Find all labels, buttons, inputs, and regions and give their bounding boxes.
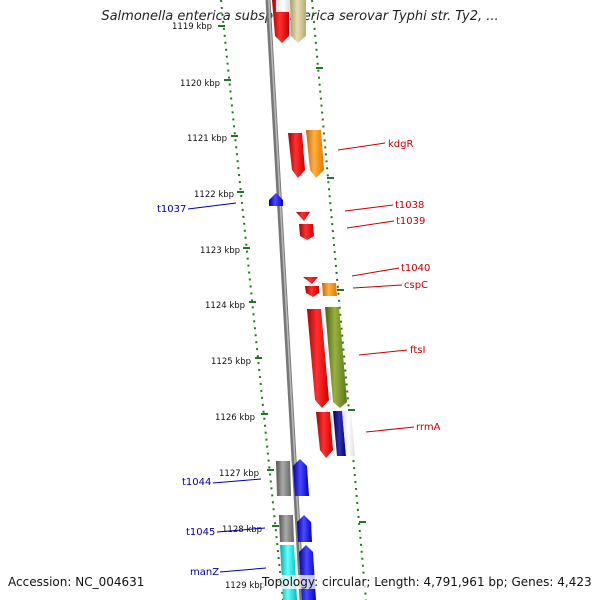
gene-arrow-rrmA[interactable] — [316, 412, 333, 458]
gene-arrow-manZ[interactable] — [280, 545, 297, 600]
gene-label-kdgR[interactable]: kdgR — [388, 139, 413, 150]
gene-arrow[interactable] — [276, 461, 291, 496]
gene-arrow-t1037[interactable] — [269, 193, 283, 206]
tick-label-1129: 1129 kbp — [225, 581, 265, 591]
genome-stats-label: Topology: circular; Length: 4,791,961 bp… — [262, 575, 592, 589]
gene-arrow-cspC[interactable] — [322, 283, 337, 296]
gene-arrow-t1040[interactable] — [303, 277, 318, 284]
gene-label-t1040[interactable]: t1040 — [401, 263, 430, 274]
leader-ftsI — [358, 349, 408, 356]
genome-backbone-highlight — [268, 0, 304, 600]
gene-arrow-t1039[interactable] — [299, 224, 314, 240]
leader-t1040 — [351, 267, 400, 277]
gene-label-t1045[interactable]: t1045 — [186, 527, 215, 538]
gene-arrow[interactable] — [279, 515, 294, 542]
tick-label-1125: 1125 kbp — [211, 357, 251, 367]
gene-arrow[interactable] — [305, 286, 319, 297]
leader-rrmA — [365, 426, 415, 433]
inner-tick-track — [220, 0, 284, 600]
leader-t1044 — [212, 478, 262, 484]
gene-arrow-t1038[interactable] — [296, 212, 310, 221]
leader-t1045 — [216, 527, 266, 533]
gene-arrow[interactable] — [276, 0, 290, 12]
gene-label-t1038[interactable]: t1038 — [395, 200, 424, 211]
gene-label-t1037[interactable]: t1037 — [157, 204, 186, 215]
tick-label-1120: 1120 kbp — [180, 79, 220, 89]
gene-arrow-ftsI[interactable] — [307, 309, 329, 408]
leader-t1039 — [346, 220, 395, 229]
label-leader-lines — [187, 142, 415, 573]
outer-tick-track — [311, 0, 367, 600]
gene-arrow-t1045[interactable] — [297, 515, 312, 542]
gene-label-t1039[interactable]: t1039 — [396, 216, 425, 227]
tick-label-1122: 1122 kbp — [194, 190, 234, 200]
tick-label-1121: 1121 kbp — [187, 134, 227, 144]
gene-arrow[interactable] — [299, 545, 316, 600]
gene-arrow-kdgR[interactable] — [288, 133, 305, 178]
forward-strand-genes — [272, 0, 355, 458]
gene-label-t1044[interactable]: t1044 — [182, 477, 211, 488]
gene-arrow[interactable] — [342, 411, 355, 456]
scale-ticks — [218, 25, 366, 583]
gene-label-ftsI[interactable]: ftsI — [410, 345, 425, 356]
genome-backbone — [265, 0, 305, 600]
gene-arrow[interactable] — [333, 411, 346, 456]
gene-arrow-t1044[interactable] — [293, 459, 309, 496]
leader-t1037 — [187, 202, 237, 210]
gene-arrow[interactable] — [325, 307, 347, 408]
accession-label: Accession: NC_004631 — [8, 575, 145, 589]
gene-label-cspC[interactable]: cspC — [404, 280, 428, 291]
tick-label-1124: 1124 kbp — [205, 301, 245, 311]
leader-manZ — [219, 567, 267, 573]
tick-label-1123: 1123 kbp — [200, 246, 240, 256]
gene-arrow[interactable] — [306, 130, 324, 178]
leader-t1038 — [344, 204, 394, 212]
gene-label-rrmA[interactable]: rrmA — [416, 422, 441, 433]
gene-arrow[interactable] — [290, 0, 306, 43]
tick-label-1119: 1119 kbp — [172, 22, 212, 32]
tick-label-1126: 1126 kbp — [215, 413, 255, 423]
gene-label-manZ[interactable]: manZ — [190, 567, 219, 578]
leader-kdgR — [337, 142, 386, 151]
leader-cspC — [352, 284, 403, 289]
tick-label-1127: 1127 kbp — [219, 469, 259, 479]
